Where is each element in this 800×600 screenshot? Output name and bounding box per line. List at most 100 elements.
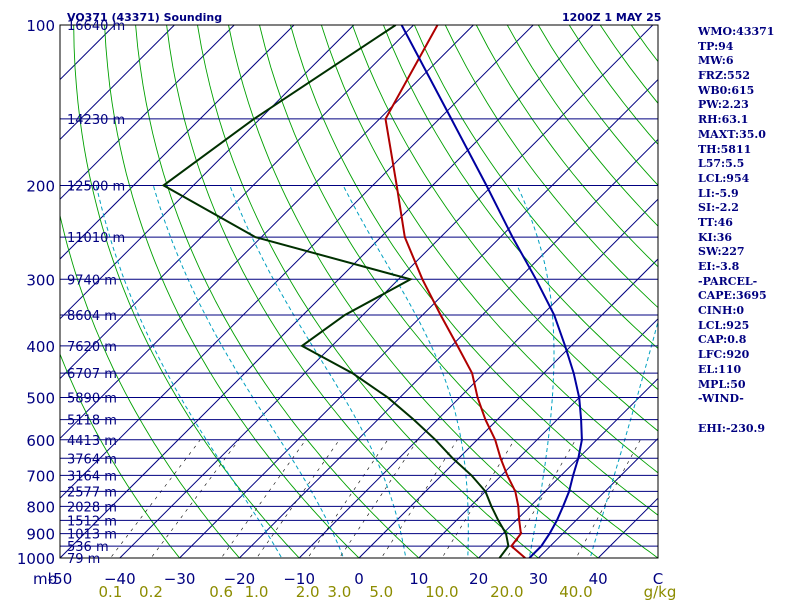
sounding-index-item: TH:5811	[698, 142, 752, 156]
height-label: 14230 m	[67, 113, 125, 128]
height-label: 16640 m	[67, 19, 125, 34]
mixing-ratio-line	[575, 439, 641, 558]
temperature-tick-label: 10	[409, 570, 428, 588]
height-label: 3164 m	[67, 469, 117, 484]
mixing-ratio-tick-label: 10.0	[425, 583, 458, 600]
pressure-tick-label: 500	[26, 390, 55, 408]
height-label: 5118 m	[67, 414, 117, 429]
dry-adiabat-line	[104, 25, 360, 558]
mixing-ratio-line	[220, 439, 307, 558]
sounding-index-item: -WIND-	[698, 392, 744, 406]
sounding-index-item: CINH:0	[698, 304, 745, 318]
mixing-unit-label: g/kg	[644, 583, 677, 600]
mixing-ratio-tick-label: 40.0	[559, 583, 592, 600]
sounding-index-item: CAP:0.8	[698, 333, 747, 347]
moist-adiabat-line	[95, 185, 283, 558]
sounding-index-item: LCL:925	[698, 318, 750, 332]
height-label: 1512 m	[67, 514, 117, 529]
sounding-index-item: MAXT:35.0	[698, 127, 766, 141]
isotherm-line	[60, 25, 175, 141]
temperature-tick-label: 40	[589, 570, 608, 588]
profile-line-2	[161, 25, 510, 558]
sounding-index-item: LFC:920	[698, 348, 750, 362]
sounding-profiles	[161, 25, 583, 558]
isotherm-line	[60, 25, 295, 260]
mixing-ratio-line	[110, 439, 201, 558]
isotherm-line	[478, 377, 658, 558]
sounding-index-item: LI:-5.9	[698, 186, 739, 200]
temperature-tick-label: -50	[48, 570, 73, 588]
sounding-index-item: PW:2.23	[698, 98, 749, 112]
mixing-ratio-tick-label: 0.2	[139, 583, 163, 600]
mixing-ratio-line	[307, 439, 389, 558]
isotherm-line	[60, 25, 355, 320]
isotherm-line	[60, 25, 534, 499]
sounding-index-item: LCL:954	[698, 171, 750, 185]
moist-adiabat-line	[229, 185, 407, 558]
temperature-tick-label: −20	[224, 570, 256, 588]
chart-title: VO371 (43371) Sounding	[67, 11, 222, 24]
mixing-ratio-tick-label: 5.0	[369, 583, 393, 600]
isotherm-line	[538, 437, 658, 558]
mixing-ratio-line	[381, 439, 458, 558]
mixing-ratio-line	[150, 439, 240, 558]
pressure-tick-label: 900	[26, 526, 55, 544]
dry-adiabat-line	[228, 25, 599, 558]
pressure-tick-label: 600	[26, 432, 55, 450]
dry-adiabat-line	[290, 25, 658, 516]
sounding-index-item: EHI:-230.9	[698, 421, 765, 435]
height-label: 9740 m	[67, 273, 117, 288]
height-label: 11010 m	[67, 231, 125, 246]
mixing-ratio-tick-label: 1.0	[245, 583, 269, 600]
profile-line-1	[384, 25, 526, 558]
profile-line-3	[400, 25, 583, 558]
sounding-index-item: TP:94	[698, 39, 734, 53]
pressure-tick-label: 1000	[17, 550, 55, 568]
isotherm-line	[60, 25, 235, 200]
sounding-index-item: -PARCEL-	[698, 274, 758, 288]
sounding-index-item: SI:-2.2	[698, 201, 739, 215]
temperature-tick-label: 0	[354, 570, 364, 588]
moist-adiabat-line	[152, 185, 345, 558]
height-label: 4413 m	[67, 434, 117, 449]
height-label: 1013 m	[67, 528, 117, 543]
mixing-ratio-tick-label: 3.0	[327, 583, 351, 600]
isotherm-line	[239, 138, 658, 558]
temperature-tick-label: 30	[529, 570, 548, 588]
isotherm-line	[298, 198, 658, 558]
temperature-tick-label: C	[653, 570, 663, 588]
sounding-index-item	[698, 407, 798, 422]
height-label: 79 m	[67, 552, 100, 567]
isotherm-line	[60, 25, 594, 558]
sounding-index-item: WMO:43371	[698, 25, 775, 38]
sounding-index-item: FRZ:552	[698, 69, 751, 83]
pressure-tick-label: 700	[26, 467, 55, 485]
sounding-index-item: RH:63.1	[698, 113, 749, 127]
height-label: 7620 m	[67, 340, 117, 355]
mixing-ratio-tick-label: 0.1	[98, 583, 122, 600]
height-label: 2028 m	[67, 500, 117, 515]
temperature-tick-label: 20	[469, 570, 488, 588]
mixing-ratio-line	[256, 439, 340, 558]
valid-time: 1200Z 1 MAY 25	[562, 11, 661, 24]
pressure-tick-label: 400	[26, 338, 55, 356]
sounding-index-item: TT:46	[698, 215, 733, 229]
height-label: 536 m	[67, 540, 109, 555]
dry-adiabat-line	[60, 352, 181, 558]
height-label: 2577 m	[67, 485, 117, 500]
height-label: 6707 m	[67, 367, 117, 382]
sounding-index-item: SW:227	[698, 245, 745, 259]
height-label: 5890 m	[67, 392, 117, 407]
sounding-index-item: KI:36	[698, 230, 733, 244]
sounding-index-item: EI:-3.8	[698, 260, 740, 273]
sounding-index-item: L57:5.5	[698, 157, 745, 171]
mixing-ratio-tick-label: 0.6	[209, 583, 233, 600]
isotherm-line	[179, 78, 658, 558]
mixing-ratio-line	[339, 439, 419, 558]
sounding-index-item: MW:6	[698, 54, 734, 68]
temperature-tick-label: −10	[283, 570, 315, 588]
isotherm-line	[358, 258, 658, 558]
plot-frame	[59, 24, 659, 559]
height-label: 3764 m	[67, 452, 117, 467]
pressure-tick-label: 200	[26, 177, 55, 195]
